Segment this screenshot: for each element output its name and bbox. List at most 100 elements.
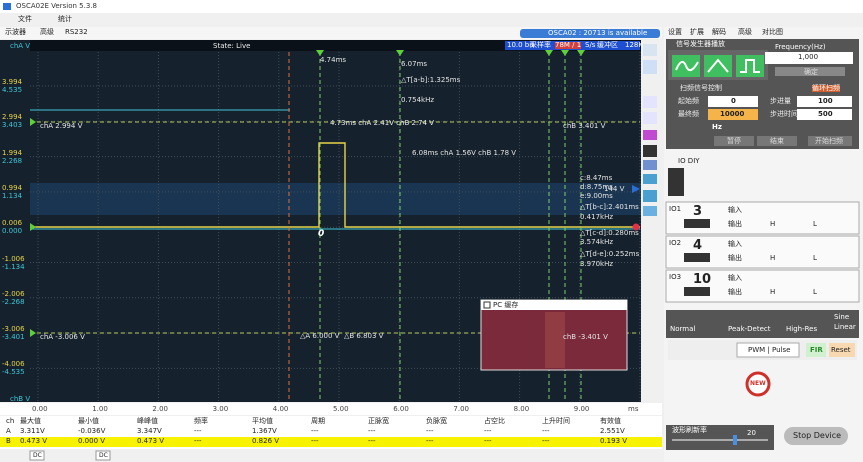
side-tab[interactable]: 高级 <box>738 28 752 36</box>
stop-device-button[interactable] <box>784 427 848 445</box>
confirm-button[interactable] <box>775 67 845 76</box>
y-tick-label-b: -2.268 <box>2 297 25 306</box>
x-tick-label: 4.00 <box>272 405 289 413</box>
button-label[interactable]: 确定 <box>804 68 818 76</box>
new-badge <box>745 371 771 397</box>
reset-button[interactable] <box>829 343 855 357</box>
coupling-label[interactable]: DC <box>33 452 42 459</box>
coupling-box[interactable] <box>95 450 111 461</box>
stop-button[interactable] <box>757 136 797 146</box>
pc-cache-window <box>545 312 565 368</box>
radio-label[interactable]: H <box>770 254 776 262</box>
y-tick-label-a: 2.994 <box>2 113 23 122</box>
wave-triangle[interactable] <box>704 55 732 77</box>
io-port-icon <box>684 253 710 262</box>
pause-button[interactable] <box>714 136 754 146</box>
io-name: IO2 <box>669 239 682 247</box>
pwm-button[interactable] <box>736 342 800 358</box>
table-header: 峰峰值 <box>137 417 158 425</box>
window-title: OSCA02E Version 5.3.8 <box>16 2 97 10</box>
label[interactable]: 循环扫频 <box>812 84 840 92</box>
y-tick-label-a: -2.006 <box>2 289 25 298</box>
tab[interactable]: 高级 <box>40 28 54 36</box>
mode-label[interactable]: High-Res <box>786 325 818 333</box>
radio-label[interactable]: L <box>813 220 817 228</box>
x-tick-label: 7.00 <box>453 405 469 413</box>
io-title: IO DIY <box>678 157 700 165</box>
toolbar-icons <box>643 44 657 216</box>
table-cell: 1.367V <box>252 427 277 435</box>
coupling-box[interactable] <box>29 450 45 461</box>
slider-thumb[interactable] <box>733 435 737 445</box>
table-header: 占空比 <box>484 417 505 425</box>
radio-label[interactable]: 输入 <box>728 206 742 214</box>
start-input[interactable] <box>708 96 758 107</box>
shaded-band <box>30 183 641 215</box>
coupling-label[interactable]: DC <box>99 452 108 459</box>
side-tab[interactable]: 对比图 <box>762 28 783 36</box>
input-value[interactable]: 100 <box>818 97 833 105</box>
button-label[interactable]: Stop Device <box>793 431 842 440</box>
menu-item[interactable]: 文件 <box>18 15 32 23</box>
mode-label[interactable]: Normal <box>670 325 696 333</box>
frequency-input[interactable] <box>765 52 853 64</box>
radio-label[interactable]: H <box>770 220 776 228</box>
label: 步进时间 <box>770 110 798 118</box>
button-label[interactable]: 开始扫频 <box>815 137 843 145</box>
table-header: 有效值 <box>600 417 621 425</box>
begin-button[interactable] <box>808 136 852 146</box>
table-header: 上升时间 <box>542 417 570 425</box>
tab[interactable]: 示波器 <box>5 28 26 36</box>
y-tick-label-a: 3.994 <box>2 78 23 86</box>
y-unit-a: chA V <box>10 42 31 50</box>
io-pin: 3 <box>693 204 703 219</box>
y-tick-label-b: -4.535 <box>2 368 25 377</box>
side-tab[interactable]: 设置 <box>668 28 682 36</box>
frequency-value[interactable]: 1,000 <box>798 53 819 61</box>
radio-label[interactable]: 输出 <box>728 254 742 262</box>
table-cell: --- <box>194 427 202 435</box>
y-tick-label-a: -3.006 <box>2 325 25 334</box>
io-group <box>665 269 860 303</box>
input-value[interactable]: 500 <box>818 110 833 118</box>
radio-label[interactable]: 输出 <box>728 288 742 296</box>
button-label[interactable]: FIR <box>810 346 823 354</box>
table-cell: A <box>6 427 11 435</box>
y-tick-label-a: -1.006 <box>2 254 25 263</box>
checkbox[interactable] <box>483 301 491 309</box>
button-label[interactable]: PWM | Pulse <box>748 346 791 354</box>
radio-label[interactable]: 输出 <box>728 220 742 228</box>
annotation: 0 <box>318 229 325 239</box>
table-cell: 0.473 V <box>137 437 165 445</box>
menu-item[interactable]: 统计 <box>58 15 72 23</box>
button-label[interactable]: 结束 <box>770 137 784 145</box>
cursor-markers <box>30 50 585 337</box>
radio-label[interactable]: H <box>770 288 776 296</box>
button-label[interactable]: Reset <box>831 346 851 354</box>
step-input[interactable] <box>797 96 852 107</box>
interp-label[interactable]: Sine <box>834 313 850 321</box>
tab[interactable]: RS232 <box>65 28 88 36</box>
radio-label[interactable]: 输入 <box>728 240 742 248</box>
table-header: 周期 <box>311 417 325 425</box>
table-header: 正脉宽 <box>368 417 389 425</box>
io-port-icon <box>684 287 710 296</box>
radio-label[interactable]: L <box>813 288 817 296</box>
mode-label[interactable]: Peak-Detect <box>728 325 771 333</box>
end-input[interactable] <box>708 109 758 120</box>
y-tick-label-b: 4.535 <box>2 86 23 94</box>
wave-square[interactable] <box>736 55 764 77</box>
input-value[interactable]: 10000 <box>720 110 745 118</box>
table-cell: --- <box>484 437 492 445</box>
time-input[interactable] <box>797 109 852 120</box>
interp-label[interactable]: Linear <box>834 323 856 331</box>
side-tab[interactable]: 扩展 <box>690 28 704 36</box>
side-tab[interactable]: 解码 <box>712 28 726 36</box>
fir-button[interactable] <box>806 343 826 357</box>
radio-label[interactable]: L <box>813 254 817 262</box>
radio-label[interactable]: 输入 <box>728 274 742 282</box>
input-value[interactable]: 0 <box>731 97 736 105</box>
button-label[interactable]: 暂停 <box>727 137 741 145</box>
table-cell: --- <box>484 427 492 435</box>
